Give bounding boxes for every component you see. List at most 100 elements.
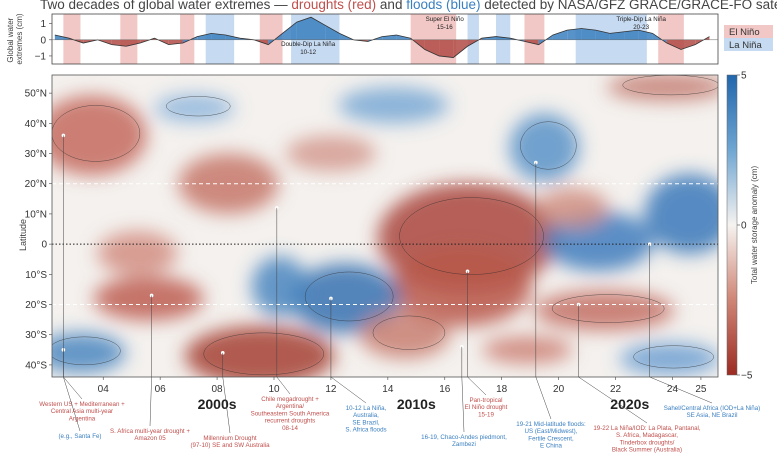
top-y-label-line2: extremes (cm) xyxy=(15,13,24,64)
title-part-floods: floods (blue) xyxy=(406,0,480,12)
event-leader xyxy=(461,376,465,433)
anomaly-patch xyxy=(290,263,401,334)
anomaly-patch xyxy=(251,256,308,317)
event-label-line: recurrent droughts xyxy=(265,418,316,425)
event-leader xyxy=(467,376,487,396)
top-y-label: Global water extremes (cm) xyxy=(6,13,24,64)
series-fill-segment xyxy=(638,30,653,40)
event-label-line: Sahel/Central Africa (IOD+La Niña) xyxy=(664,405,760,412)
event-leader xyxy=(149,376,152,427)
top-annotations: Super El Niño 15-16 Double-Dip La Niña 10-1… xyxy=(281,16,666,56)
anomaly-patch xyxy=(359,310,450,359)
event-leader xyxy=(578,376,648,424)
latitude-tick-label: 50°N xyxy=(25,89,47,100)
anomaly-patch xyxy=(644,173,718,254)
event-label-line: Tinderbox droughts/ xyxy=(620,439,675,446)
anomaly-patch xyxy=(338,87,449,124)
event-label: 19-21 Mid-latitude floods: US (East/Midwe… xyxy=(516,421,586,450)
event-leader xyxy=(535,376,552,420)
year-tick-label: 25 xyxy=(695,384,707,395)
top-y-ticks: 1 0 −1 xyxy=(35,19,52,62)
enso-legend: El Niño La Niña xyxy=(724,25,773,51)
event-label-line: 19-22 La Niña/IOD: La Plata, Pantanal, xyxy=(593,425,701,432)
event-annotations: Western US + Mediterranean + Central Asia… xyxy=(39,135,760,454)
anomaly-patch xyxy=(619,342,718,375)
decade-label: 2000s xyxy=(198,396,237,412)
event-label-line: 19-21 Mid-latitude floods: xyxy=(516,421,586,428)
el-nino-band xyxy=(658,14,684,64)
event-label-line: E China xyxy=(540,443,563,450)
latitude-tick-label: 30°N xyxy=(25,149,47,160)
latitude-tick-label: 20°N xyxy=(25,179,47,190)
contour xyxy=(551,294,665,323)
el-nino-band xyxy=(524,14,545,64)
contour xyxy=(203,332,325,376)
event-leader xyxy=(63,376,83,400)
year-tick-label: 18 xyxy=(496,384,508,395)
series-fill-segment xyxy=(111,39,126,47)
heatmap-frame xyxy=(51,74,719,378)
latitude-tick-label: 10°N xyxy=(25,209,47,220)
event-label: 10-12 La Niña, Australia, SE Brazil, S. Afr… xyxy=(345,405,386,434)
el-nino-band xyxy=(120,14,138,64)
colorbar-tick-label: 5 xyxy=(741,71,747,82)
colorbar: 5 0 −5 Total water storage anomaly (cm) xyxy=(726,71,759,382)
series-fill-segment xyxy=(567,28,582,40)
chart-title: Two decades of global water extremes — d… xyxy=(40,0,777,12)
series-fill-segment xyxy=(211,33,226,40)
event-label-line: Black Summer (Australia) xyxy=(612,447,682,454)
year-tick-label: 08 xyxy=(212,384,224,395)
latitude-tick-label: 20°S xyxy=(25,300,47,311)
anomaly-patch xyxy=(534,290,675,331)
top-annotation-line: 15-16 xyxy=(437,24,453,31)
year-tick-label: 24 xyxy=(667,384,679,395)
top-annotation-line: Super El Niño xyxy=(426,16,465,23)
top-y-tick-label: 1 xyxy=(40,19,46,30)
top-panel-frame xyxy=(51,13,719,65)
event-leader xyxy=(222,376,231,434)
reference-lines xyxy=(52,183,718,306)
el-nino-band xyxy=(259,14,283,64)
event-leader xyxy=(330,376,367,404)
latitude-tick-label: 10°S xyxy=(25,270,47,281)
contour xyxy=(520,121,577,170)
event-label-line: SE Brazil, xyxy=(352,419,379,426)
global-extremes-series xyxy=(52,16,718,58)
title-part: Two decades of global water extremes — xyxy=(40,0,291,12)
series-fill-segment xyxy=(325,25,340,40)
series-fill-segment xyxy=(439,39,454,58)
year-tick-label: 04 xyxy=(98,384,110,395)
event-label-line: Millennium Drought xyxy=(203,435,257,442)
event-label-line: El Niño drought xyxy=(465,404,508,411)
year-tick-label: 06 xyxy=(155,384,167,395)
series-fill-segment xyxy=(282,22,297,40)
series-fill-segment xyxy=(666,39,681,50)
top-annotation: Triple-Dip La Niña 20-23 xyxy=(616,16,666,31)
anomaly-patch xyxy=(52,95,147,176)
series-fill-segment xyxy=(311,17,326,40)
event-label-line: Fertile Crescent, xyxy=(528,435,574,442)
year-tick-label: 22 xyxy=(610,384,622,395)
event-label: 19-22 La Niña/IOD: La Plata, Pantanal, S.… xyxy=(593,425,701,454)
series-fill-segment xyxy=(197,33,212,40)
legend-el-nino-label: El Niño xyxy=(729,27,760,38)
event-leader xyxy=(63,376,81,432)
legend-el-nino-swatch xyxy=(724,25,773,38)
top-y-tick-label: 0 xyxy=(40,35,46,46)
event-label-line: S. Africa floods xyxy=(345,427,386,434)
series-fill-segment xyxy=(481,36,496,40)
global-extremes-panel: 1 0 −1 Global water extremes (cm) Super El… xyxy=(6,13,773,65)
event-label: (e.g., Santa Fe) xyxy=(59,433,102,440)
event-label-line: 16-19, Chaco-Andes piedmont, xyxy=(421,434,507,441)
latitude-ticks: 50°N 40°N 30°N 20°N 10°N 0 10°S 20°S 30°S 40°S xyxy=(25,89,52,371)
legend-la-nina-swatch xyxy=(724,38,773,51)
event-label-line: Argentina/ xyxy=(276,403,304,410)
contour xyxy=(52,336,121,366)
decade-label: 2010s xyxy=(397,396,436,412)
event-label-line: Zambezi xyxy=(452,441,476,448)
contour xyxy=(52,105,141,162)
event-label-line: 08-14 xyxy=(282,425,298,432)
legend-la-nina-label: La Niña xyxy=(729,40,762,51)
series-fill-segment xyxy=(552,30,568,40)
